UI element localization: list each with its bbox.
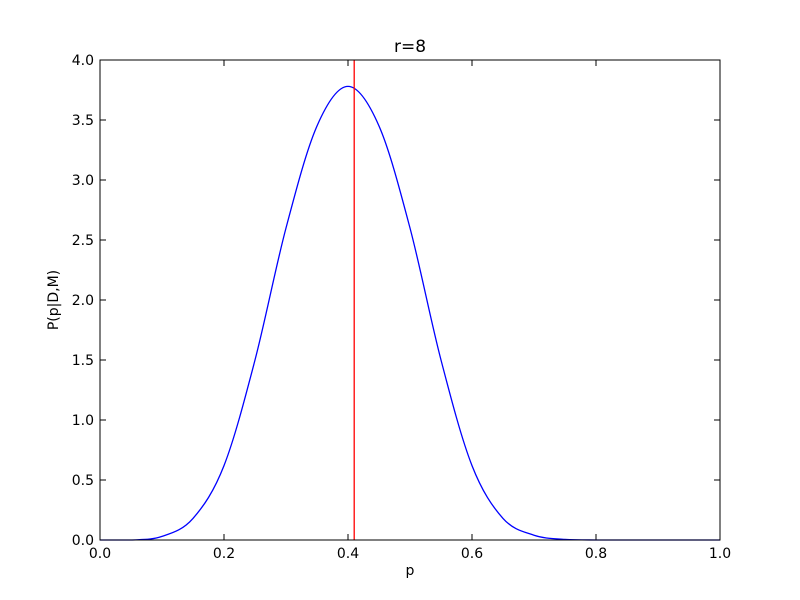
chart-title: r=8 [394, 37, 426, 57]
y-tick-label: 1.5 [72, 353, 94, 369]
plot-area [99, 59, 721, 541]
y-tick-label: 0.5 [72, 473, 94, 489]
y-tick-label: 0.0 [72, 533, 94, 549]
x-tick-label: 0.8 [585, 546, 607, 562]
x-tick-label: 0.4 [337, 546, 359, 562]
y-tick-label: 2.0 [72, 293, 94, 309]
x-tick-label: 0.6 [461, 546, 483, 562]
y-axis-label: P(p|D,M) [46, 270, 62, 330]
y-tick-label: 3.0 [72, 173, 94, 189]
x-tick-label: 1.0 [709, 546, 731, 562]
plot-frame [99, 59, 721, 541]
x-axis-label: p [406, 563, 415, 579]
y-tick-label: 2.5 [72, 233, 94, 249]
x-tick-label: 0.0 [89, 546, 111, 562]
y-tick-label: 3.5 [72, 113, 94, 129]
x-tick-label: 0.2 [213, 546, 235, 562]
y-tick-label: 1.0 [72, 413, 94, 429]
y-tick-label: 4.0 [72, 53, 94, 69]
